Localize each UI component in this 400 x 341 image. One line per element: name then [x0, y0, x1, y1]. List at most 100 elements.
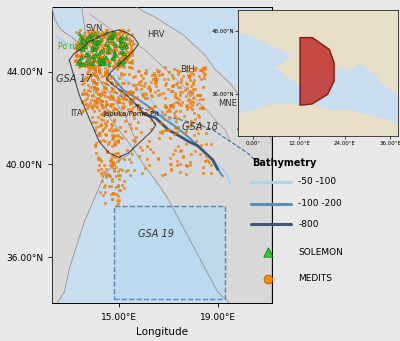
Point — [155, 92, 161, 98]
Point — [112, 33, 118, 38]
Point — [109, 129, 115, 134]
Point — [180, 114, 187, 119]
Point — [113, 47, 119, 53]
Point — [92, 81, 99, 86]
Point — [98, 112, 104, 117]
Point — [74, 46, 81, 52]
Point — [100, 137, 106, 143]
Point — [198, 142, 204, 147]
Point — [101, 30, 107, 36]
Point — [75, 43, 81, 48]
Point — [109, 164, 116, 169]
Point — [93, 32, 100, 38]
Point — [115, 182, 121, 188]
Point — [102, 28, 109, 33]
Point — [149, 93, 155, 98]
Point — [109, 86, 115, 91]
Point — [107, 159, 113, 164]
Point — [86, 31, 92, 36]
Point — [177, 169, 183, 175]
Point — [124, 92, 131, 97]
Point — [99, 128, 106, 133]
Point — [194, 93, 200, 98]
Point — [152, 75, 158, 80]
Point — [167, 161, 173, 167]
Point — [102, 54, 109, 59]
Point — [189, 89, 196, 95]
Point — [93, 150, 99, 156]
Point — [116, 43, 123, 48]
Point — [88, 49, 95, 55]
Point — [124, 27, 131, 33]
Point — [135, 81, 141, 87]
Point — [107, 50, 113, 55]
Point — [105, 109, 111, 115]
Point — [108, 154, 115, 159]
Point — [115, 64, 121, 70]
Point — [74, 42, 80, 47]
Point — [180, 73, 186, 78]
Point — [110, 95, 116, 101]
Point — [122, 59, 129, 64]
Point — [88, 97, 94, 103]
Point — [99, 57, 106, 63]
Point — [115, 159, 121, 164]
Point — [95, 30, 102, 35]
Point — [87, 35, 93, 41]
Text: GSA 17: GSA 17 — [56, 74, 92, 84]
Point — [131, 167, 138, 172]
Point — [165, 127, 172, 132]
Point — [133, 135, 140, 140]
Point — [106, 31, 112, 36]
Point — [163, 80, 169, 86]
Point — [101, 112, 107, 117]
Point — [88, 28, 94, 33]
Point — [100, 47, 106, 53]
Point — [153, 79, 159, 85]
Point — [127, 101, 134, 107]
Point — [116, 134, 123, 139]
Point — [78, 54, 84, 59]
Point — [109, 56, 116, 61]
Point — [156, 135, 163, 141]
Point — [91, 56, 97, 61]
Point — [133, 86, 139, 91]
Point — [190, 96, 196, 101]
Point — [90, 120, 96, 125]
Point — [80, 35, 86, 41]
Point — [85, 40, 92, 46]
Point — [197, 77, 204, 82]
Point — [190, 99, 196, 105]
Point — [108, 31, 115, 36]
Point — [125, 59, 132, 64]
Point — [108, 34, 114, 40]
Point — [112, 60, 119, 65]
Point — [111, 30, 117, 35]
Point — [93, 74, 100, 79]
Point — [196, 114, 202, 120]
Point — [102, 182, 108, 188]
Point — [99, 60, 105, 65]
Point — [141, 84, 148, 89]
Point — [74, 45, 80, 50]
Point — [86, 60, 93, 65]
Point — [120, 44, 127, 49]
Point — [201, 75, 208, 80]
Text: GSA 18: GSA 18 — [182, 122, 218, 132]
Point — [78, 43, 84, 48]
Point — [141, 90, 148, 96]
Point — [193, 138, 200, 144]
Point — [115, 58, 121, 63]
Point — [91, 71, 98, 77]
Point — [110, 106, 117, 111]
Point — [98, 158, 105, 163]
Point — [166, 69, 172, 75]
Point — [82, 44, 88, 49]
Point — [178, 76, 184, 81]
Point — [132, 83, 138, 88]
Polygon shape — [238, 105, 398, 136]
Point — [89, 45, 95, 50]
Point — [76, 58, 83, 63]
Point — [106, 40, 112, 45]
Point — [92, 34, 99, 39]
